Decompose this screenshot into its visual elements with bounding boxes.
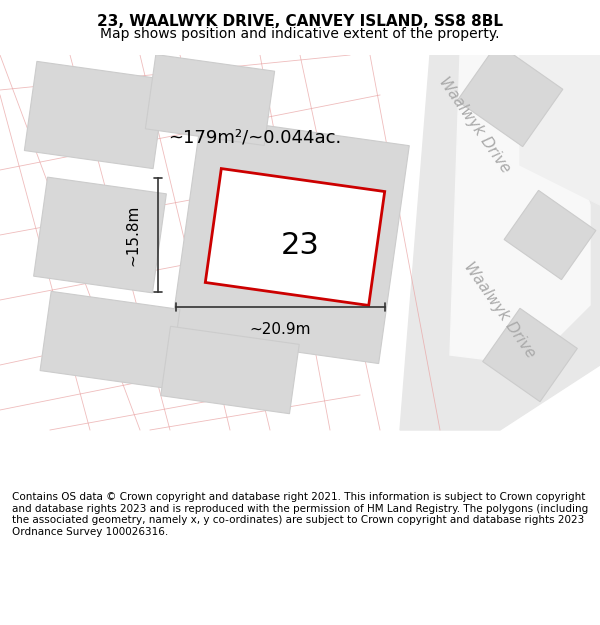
Polygon shape (450, 55, 590, 365)
Polygon shape (145, 54, 275, 146)
Text: Map shows position and indicative extent of the property.: Map shows position and indicative extent… (100, 28, 500, 41)
Polygon shape (482, 308, 577, 402)
Polygon shape (161, 326, 299, 414)
Text: ~15.8m: ~15.8m (125, 204, 140, 266)
Text: ~179m²/~0.044ac.: ~179m²/~0.044ac. (169, 128, 341, 146)
Text: ~20.9m: ~20.9m (250, 322, 311, 337)
Text: Waalwyk Drive: Waalwyk Drive (436, 74, 514, 176)
Polygon shape (25, 61, 166, 169)
Polygon shape (34, 177, 166, 293)
Text: 23, WAALWYK DRIVE, CANVEY ISLAND, SS8 8BL: 23, WAALWYK DRIVE, CANVEY ISLAND, SS8 8B… (97, 14, 503, 29)
Text: Waalwyk Drive: Waalwyk Drive (461, 259, 539, 361)
Polygon shape (400, 55, 600, 430)
Text: Contains OS data © Crown copyright and database right 2021. This information is : Contains OS data © Crown copyright and d… (12, 492, 588, 537)
Polygon shape (520, 55, 600, 205)
Polygon shape (171, 116, 409, 364)
Text: 23: 23 (281, 231, 319, 259)
Polygon shape (457, 43, 563, 147)
Polygon shape (205, 169, 385, 306)
Polygon shape (40, 291, 180, 389)
Polygon shape (504, 191, 596, 279)
